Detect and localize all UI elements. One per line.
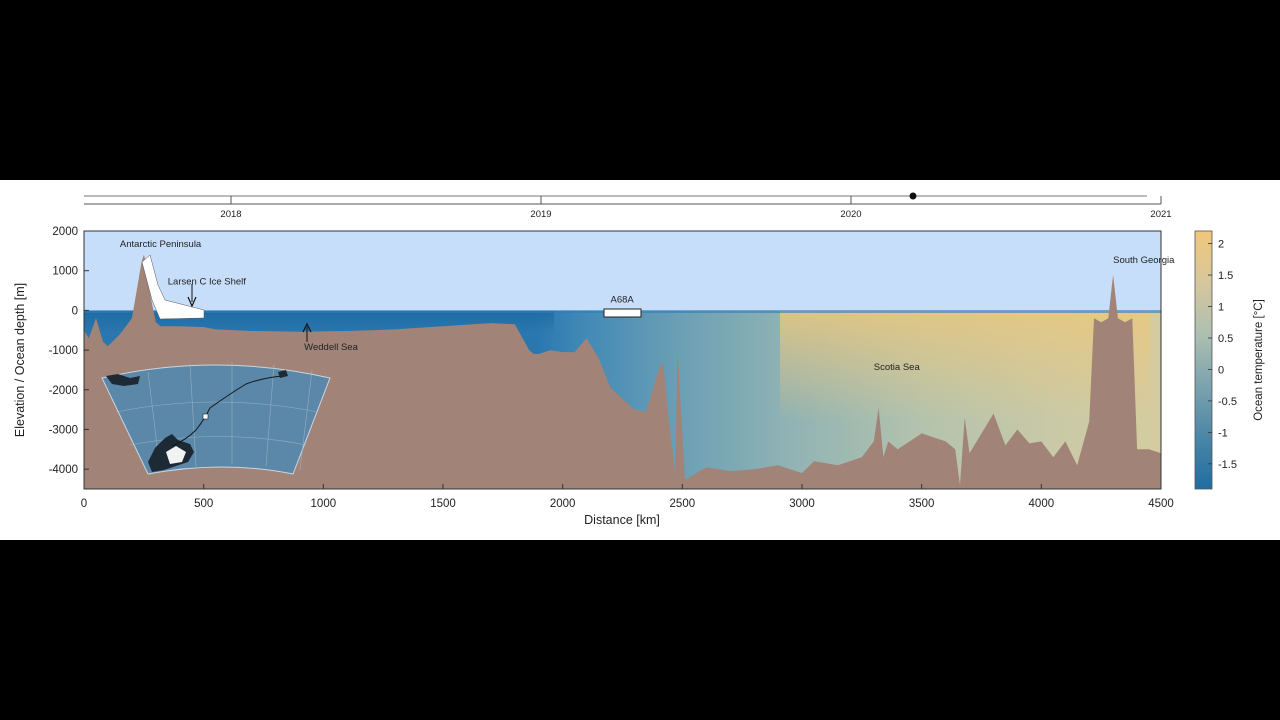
timeline-year-ticks: 2018 2019 2020 2021 (220, 196, 1172, 220)
x-tick-label: 3500 (909, 498, 935, 510)
colorbar-tick-label: -1 (1218, 427, 1228, 439)
warm-surface-water (780, 311, 1150, 421)
timeline-year-label: 2018 (220, 209, 241, 220)
colorbar-tick-label: 0 (1218, 364, 1224, 376)
timeline-year-label: 2021 (1150, 209, 1171, 220)
annotation-label: Antarctic Peninsula (120, 239, 202, 250)
terrain-profile (84, 254, 1161, 489)
axes: 0 500 1000 1500 2000 2500 3000 3500 4000 4500 200… (13, 226, 1174, 527)
a68a-iceberg (603, 308, 642, 318)
annotation-label: A68A (611, 294, 635, 305)
colorbar-label: Ocean temperature [°C] (1253, 299, 1265, 421)
annotation-label: Scotia Sea (874, 362, 921, 373)
x-tick-label: 3000 (789, 498, 815, 510)
colorbar-tick-label: 1 (1218, 302, 1224, 314)
x-tick-label: 2000 (550, 498, 576, 510)
y-tick-label: 0 (72, 305, 78, 317)
timeline-current-marker[interactable] (909, 192, 917, 200)
annotation-arrows (187, 284, 312, 342)
x-tick-label: 500 (194, 498, 213, 510)
x-tick-label: 4000 (1029, 498, 1055, 510)
y-tick-label: -3000 (49, 424, 78, 436)
colorbar: 2 1.5 1 0.5 0 -0.5 -1 -1.5 Ocean temperature [°… (1194, 230, 1265, 490)
annotation-labels: Antarctic Peninsula Larsen C Ice Shelf Wed… (120, 239, 1175, 373)
x-tick-label: 2500 (670, 498, 696, 510)
timeline-year-label: 2019 (530, 209, 551, 220)
colorbar-tick-label: 2 (1218, 239, 1224, 251)
y-axis-ticks: 2000 1000 0 -1000 -2000 -3000 -4000 (49, 226, 89, 476)
colorbar-tick-label: -1.5 (1218, 459, 1237, 471)
timeline-year-label: 2020 (840, 209, 861, 220)
colorbar-tick-label: 1.5 (1218, 270, 1233, 282)
annotation-label: Weddell Sea (304, 342, 358, 353)
inset-map (101, 362, 331, 475)
colorbar-tick-label: -0.5 (1218, 396, 1237, 408)
annotation-label: South Georgia (1113, 255, 1175, 266)
x-tick-label: 0 (81, 498, 87, 510)
annotation-label: Larsen C Ice Shelf (168, 277, 247, 288)
x-axis-ticks: 0 500 1000 1500 2000 2500 3000 3500 4000 4500 (81, 484, 1174, 510)
y-tick-label: 1000 (52, 266, 78, 278)
x-axis-label: Distance [km] (584, 513, 660, 527)
x-tick-label: 4500 (1148, 498, 1174, 510)
y-tick-label: 2000 (52, 226, 78, 238)
y-tick-label: -4000 (49, 464, 78, 476)
y-tick-label: -1000 (49, 345, 78, 357)
colorbar-tick-label: 0.5 (1218, 333, 1233, 345)
iceberg-location-marker (202, 413, 209, 420)
y-axis-label: Elevation / Ocean depth [m] (13, 283, 27, 437)
larsen-c-ice-shelf (141, 254, 205, 320)
colorbar-ticks: 2 1.5 1 0.5 0 -0.5 -1 -1.5 (1208, 239, 1237, 471)
x-tick-label: 1500 (430, 498, 456, 510)
sky-background (84, 231, 1161, 311)
timeline[interactable]: 2018 2019 2020 2021 (84, 192, 1172, 221)
x-tick-label: 1000 (311, 498, 337, 510)
y-tick-label: -2000 (49, 385, 78, 397)
